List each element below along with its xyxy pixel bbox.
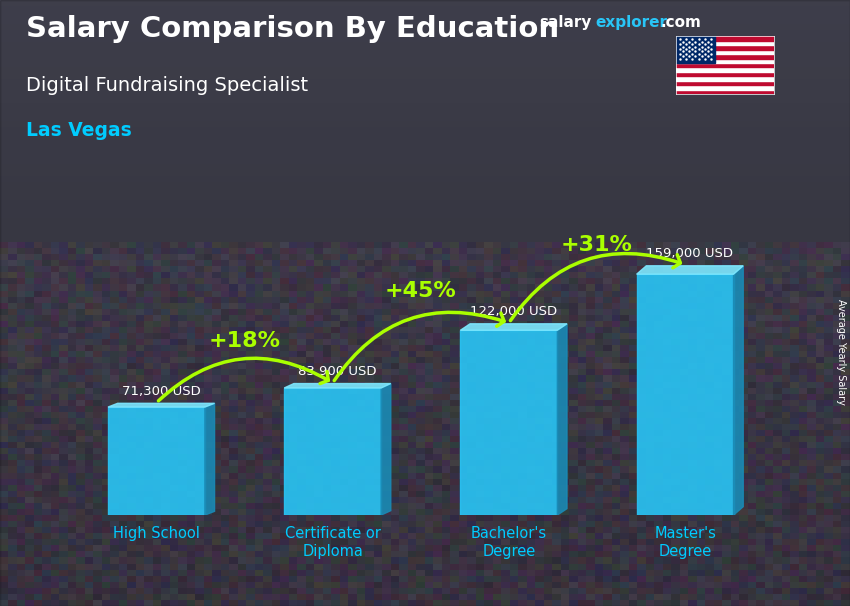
Polygon shape [205, 404, 214, 515]
Bar [676, 76, 774, 81]
Text: 159,000 USD: 159,000 USD [647, 247, 734, 261]
Text: 71,300 USD: 71,300 USD [122, 385, 201, 398]
Polygon shape [461, 330, 558, 515]
Bar [676, 63, 774, 67]
Bar [676, 36, 774, 41]
Text: Salary Comparison By Education: Salary Comparison By Education [26, 15, 558, 43]
Bar [676, 81, 774, 85]
Polygon shape [284, 384, 391, 388]
Text: 122,000 USD: 122,000 USD [470, 305, 558, 318]
Polygon shape [637, 274, 734, 515]
Text: explorer: explorer [595, 15, 667, 30]
Bar [676, 45, 774, 50]
Bar [676, 59, 774, 63]
Bar [676, 41, 774, 45]
Text: +31%: +31% [561, 235, 633, 256]
Bar [676, 90, 774, 94]
Polygon shape [284, 388, 381, 515]
Polygon shape [108, 407, 205, 515]
Bar [676, 85, 774, 90]
Polygon shape [381, 384, 391, 515]
Polygon shape [461, 324, 567, 330]
Text: Las Vegas: Las Vegas [26, 121, 131, 140]
Polygon shape [637, 266, 743, 274]
Text: .com: .com [660, 15, 701, 30]
Bar [676, 54, 774, 59]
Text: +18%: +18% [208, 331, 280, 351]
Text: Digital Fundraising Specialist: Digital Fundraising Specialist [26, 76, 308, 95]
Polygon shape [558, 324, 567, 515]
Bar [676, 36, 715, 63]
Text: Average Yearly Salary: Average Yearly Salary [836, 299, 846, 404]
Polygon shape [108, 404, 214, 407]
Polygon shape [734, 266, 743, 515]
Text: +45%: +45% [385, 281, 456, 301]
Bar [676, 67, 774, 72]
Bar [676, 72, 774, 76]
Text: 83,900 USD: 83,900 USD [298, 365, 377, 378]
Bar [676, 50, 774, 54]
Text: salary: salary [540, 15, 592, 30]
